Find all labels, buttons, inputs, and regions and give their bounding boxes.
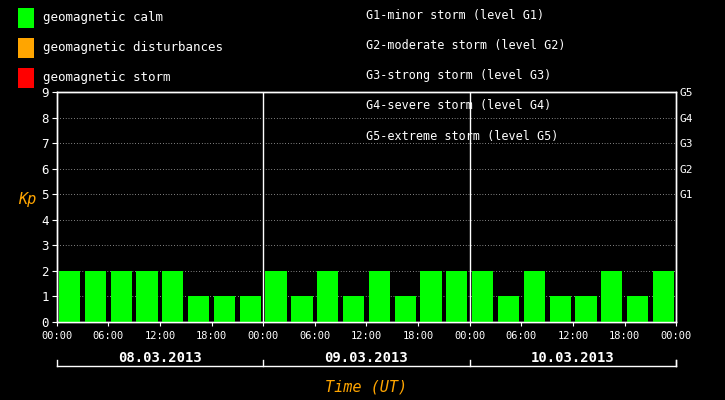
Text: G2-moderate storm (level G2): G2-moderate storm (level G2) [366,40,566,52]
Text: 09.03.2013: 09.03.2013 [325,351,408,365]
Bar [214,296,235,322]
Bar [188,296,210,322]
Bar [162,271,183,322]
Bar [59,271,80,322]
Bar [343,296,364,322]
Bar [369,271,390,322]
Text: geomagnetic calm: geomagnetic calm [43,12,163,24]
Bar [576,296,597,322]
Text: geomagnetic storm: geomagnetic storm [43,72,170,84]
Bar [136,271,157,322]
Bar [317,271,339,322]
Bar [447,271,468,322]
Bar [653,271,674,322]
Bar [627,296,648,322]
Text: Time (UT): Time (UT) [326,380,407,395]
Text: G4-severe storm (level G4): G4-severe storm (level G4) [366,100,552,112]
Text: G3-strong storm (level G3): G3-strong storm (level G3) [366,70,552,82]
Text: G5-extreme storm (level G5): G5-extreme storm (level G5) [366,130,558,142]
Bar [498,296,519,322]
Text: geomagnetic disturbances: geomagnetic disturbances [43,42,223,54]
Y-axis label: Kp: Kp [18,192,37,207]
Bar [110,271,132,322]
Bar [394,296,416,322]
Text: 08.03.2013: 08.03.2013 [118,351,202,365]
Text: G1-minor storm (level G1): G1-minor storm (level G1) [366,10,544,22]
Bar [240,296,261,322]
Bar [472,271,493,322]
Bar [420,271,442,322]
Bar [601,271,623,322]
Bar [291,296,312,322]
Bar [85,271,106,322]
Bar [265,271,286,322]
Bar [550,296,571,322]
Bar [523,271,545,322]
Text: 10.03.2013: 10.03.2013 [531,351,615,365]
